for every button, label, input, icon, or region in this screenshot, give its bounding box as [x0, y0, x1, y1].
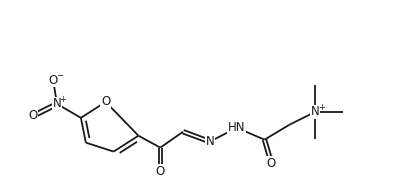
Text: N: N — [53, 97, 62, 110]
Text: O: O — [267, 157, 276, 170]
Text: +: + — [60, 95, 66, 104]
Text: O: O — [156, 165, 165, 178]
Text: N: N — [311, 105, 320, 118]
Text: O: O — [29, 109, 38, 122]
Text: O: O — [101, 95, 110, 108]
Text: N: N — [206, 135, 214, 148]
Text: HN: HN — [228, 121, 246, 134]
Text: +: + — [318, 103, 325, 112]
Text: −: − — [56, 71, 63, 80]
Text: O: O — [48, 74, 58, 87]
